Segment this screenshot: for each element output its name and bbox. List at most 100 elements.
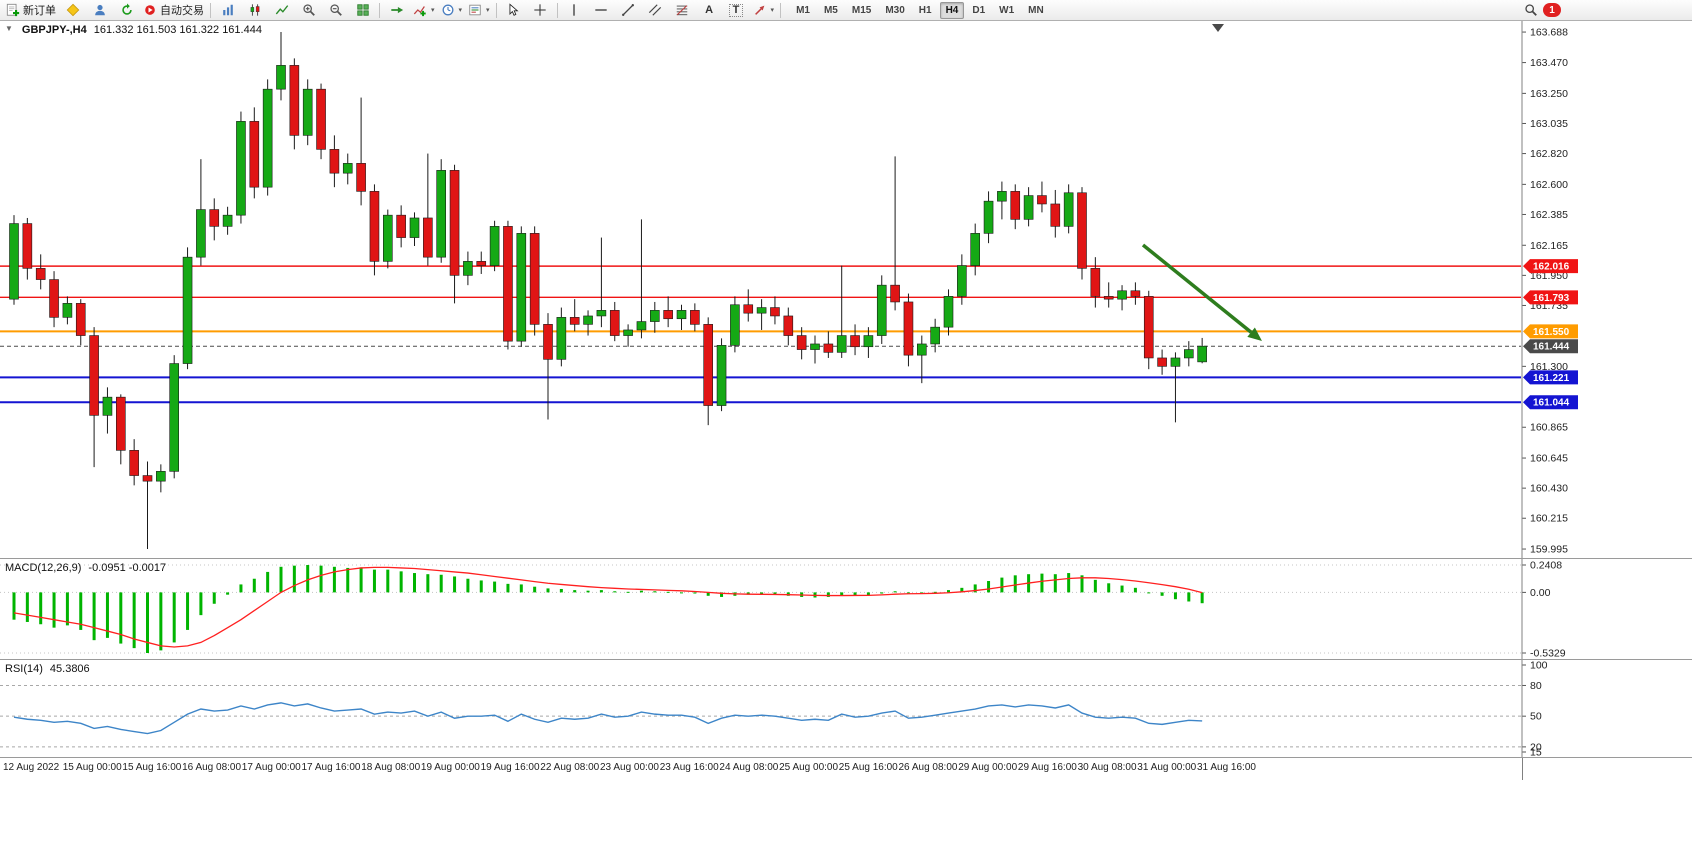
chart-ohlc-header: ▼ GBPJPY-,H4 161.332 161.503 161.322 161… [5, 24, 262, 36]
vertical-line-tool-button[interactable] [561, 0, 588, 20]
time-axis[interactable]: 12 Aug 2022 15 Aug 00:00 15 Aug 16:00 16 Au… [0, 758, 1692, 780]
metaeditor-button[interactable] [59, 0, 86, 20]
macd-histogram-bar [292, 565, 296, 593]
channel-tool-button[interactable] [642, 0, 669, 20]
macd-histogram-bar [466, 578, 470, 593]
cursor-tool-button[interactable] [500, 0, 527, 20]
auto-scroll-button[interactable] [383, 0, 410, 20]
panel-splitter[interactable] [0, 757, 1692, 758]
time-axis-label: 24 Aug 08:00 [719, 762, 779, 773]
candle-bearish [823, 343, 834, 353]
refresh-button[interactable] [113, 0, 140, 20]
macd-histogram-bar [1187, 592, 1191, 602]
candle-bullish [810, 343, 820, 350]
macd-histogram-bar [746, 592, 750, 595]
candle-bearish [703, 324, 714, 406]
macd-histogram-bar [453, 576, 457, 593]
notification-badge[interactable]: 1 [1543, 3, 1561, 17]
candle-bullish [262, 88, 273, 188]
text-tool-button[interactable]: A [696, 0, 723, 20]
candle-bearish [476, 261, 487, 266]
collapse-icon[interactable]: ▼ [5, 24, 13, 33]
chart-shift-marker[interactable] [1212, 24, 1224, 32]
periods-button[interactable]: ▾ [438, 0, 466, 20]
timeframe-button-h4[interactable]: H4 [939, 1, 965, 19]
arrows-tool-button[interactable]: ▾ [750, 0, 778, 20]
candle-bullish [182, 256, 193, 364]
auto-trading-button[interactable]: 自动交易 [140, 0, 207, 20]
rsi-axis-label: 20 [1530, 741, 1542, 753]
price-axis-label: 163.250 [1530, 88, 1568, 100]
candle-bearish [356, 163, 366, 192]
macd-histogram-bar [973, 584, 977, 593]
candle-bearish [75, 303, 86, 336]
macd-panel[interactable]: MACD(12,26,9) -0.0951 -0.0017 0.2408 0.00… [0, 559, 1692, 659]
macd-histogram-bar [599, 590, 603, 593]
rsi-label: RSI(14) [5, 663, 43, 675]
time-axis-label: 18 Aug 08:00 [361, 762, 421, 773]
fibonacci-tool-button[interactable] [669, 0, 696, 20]
macd-histogram-bar [559, 588, 563, 593]
trendline-icon [622, 4, 634, 16]
timeframe-button-mn[interactable]: MN [1028, 4, 1044, 16]
panel-splitter[interactable] [0, 558, 1692, 559]
trend-arrow-line[interactable] [1141, 243, 1253, 334]
zoom-out-button[interactable] [322, 0, 349, 20]
time-axis-label: 12 Aug 2022 [3, 762, 60, 773]
timeframe-button-w1[interactable]: W1 [999, 4, 1015, 16]
macd-axis-label: -0.5329 [1530, 648, 1566, 660]
timeframe-button-d1[interactable]: D1 [972, 4, 986, 16]
timeframe-button-m30[interactable]: M30 [885, 4, 905, 16]
zoom-in-button[interactable] [295, 0, 322, 20]
timeframe-button-m15[interactable]: M15 [851, 4, 872, 16]
candle-bullish [636, 321, 647, 331]
rsi-panel[interactable]: RSI(14) 45.3806 100 80 50 20 15 [0, 660, 1692, 757]
macd-histogram-bar [39, 592, 43, 625]
macd-histogram-bar [12, 592, 16, 620]
time-axis-label: 23 Aug 16:00 [659, 762, 719, 773]
crosshair-tool-button[interactable] [527, 0, 554, 20]
candlestick-chart-canvas[interactable]: 163.688 163.470 163.250 163.035 162.820 162.6… [0, 21, 1692, 558]
macd-histogram-bar [840, 592, 844, 596]
main-chart-panel[interactable]: ▼ GBPJPY-,H4 161.332 161.503 161.322 161… [0, 21, 1692, 558]
macd-histogram-bar [960, 587, 964, 593]
candle-bullish [730, 304, 740, 346]
candlestick-chart-button[interactable] [241, 0, 268, 20]
macd-histogram-bar [1160, 592, 1164, 596]
price-axis-label: 162.165 [1530, 240, 1568, 252]
templates-button[interactable]: ▾ [465, 0, 493, 20]
candle-bullish [556, 317, 567, 360]
timeframe-button-m1[interactable]: M1 [796, 4, 810, 16]
line-chart-button[interactable] [268, 0, 295, 20]
macd-chart-canvas[interactable]: 0.2408 0.00 -0.5329 [0, 559, 1692, 659]
arrow-tool-icon [754, 5, 764, 15]
profile-button[interactable] [86, 0, 113, 20]
text-label-tool-button[interactable]: T [723, 0, 750, 20]
candle-bullish [463, 261, 473, 276]
timeframe-button-h1[interactable]: H1 [918, 4, 932, 16]
trendline-tool-button[interactable] [615, 0, 642, 20]
macd-histogram-bar [119, 592, 123, 644]
bar-chart-button[interactable] [214, 0, 241, 20]
timeframe-button-m5[interactable]: M5 [823, 4, 838, 16]
search-icon[interactable] [1524, 3, 1538, 17]
candle-bullish [436, 170, 447, 258]
bar-chart-icon [222, 4, 233, 16]
new-order-button[interactable]: 新订单 [3, 0, 59, 20]
vertical-line-icon [573, 4, 575, 16]
macd-histogram-bar [586, 590, 590, 593]
candle-bullish [676, 310, 687, 320]
panel-splitter[interactable] [0, 659, 1692, 660]
time-axis-label: 31 Aug 16:00 [1197, 762, 1256, 773]
indicators-button[interactable]: ▾ [410, 0, 438, 20]
macd-values: -0.0951 -0.0017 [88, 562, 167, 574]
macd-histogram-bar [279, 566, 283, 593]
horizontal-line-tool-button[interactable] [588, 0, 615, 20]
macd-histogram-bar [386, 569, 390, 593]
macd-histogram-bar [1200, 592, 1204, 604]
tile-windows-button[interactable] [349, 0, 376, 20]
macd-histogram-bar [199, 592, 203, 616]
zoom-in-icon [302, 4, 315, 16]
